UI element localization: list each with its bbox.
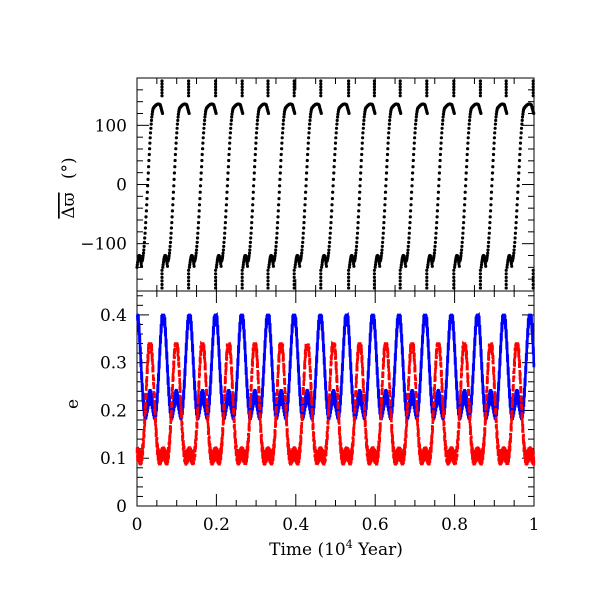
x-tick-label: 1 bbox=[529, 515, 540, 535]
x-tick-label: 0.6 bbox=[362, 515, 389, 535]
bottom-y-tick-labels: 0 0.1 0.2 0.3 0.4 bbox=[100, 306, 127, 517]
series-delta-varpi bbox=[135, 79, 536, 290]
y-tick-label: 0.1 bbox=[100, 449, 127, 469]
bottom-x-tick-labels: 0 0.2 0.4 0.6 0.8 1 bbox=[132, 515, 540, 535]
x-tick-label: 0.4 bbox=[282, 515, 309, 535]
series-e-red bbox=[135, 340, 536, 466]
x-tick-label: 0.8 bbox=[441, 515, 468, 535]
x-axis-label-post: Year) bbox=[353, 540, 403, 560]
top-y-axis-label-unit: (°) bbox=[59, 157, 79, 179]
top-series-group bbox=[135, 79, 536, 290]
top-y-axis-label-main: Δϖ bbox=[59, 192, 79, 218]
x-tick-label: 0 bbox=[132, 515, 143, 535]
y-tick-label: −100 bbox=[80, 235, 127, 255]
x-tick-label: 0.2 bbox=[203, 515, 230, 535]
x-axis-label-pre: Time (10 bbox=[269, 540, 346, 560]
bottom-y-axis-label: e bbox=[63, 399, 83, 409]
bottom-axis-ticks bbox=[136, 291, 535, 507]
bottom-series-group bbox=[135, 312, 536, 466]
x-axis-label-sup: 4 bbox=[346, 538, 353, 551]
y-tick-label: 100 bbox=[95, 116, 127, 136]
y-tick-label: 0.2 bbox=[100, 401, 127, 421]
x-axis-label: Time (104 Year) bbox=[269, 538, 403, 560]
y-tick-label: 0.4 bbox=[100, 306, 127, 326]
y-tick-label: 0 bbox=[116, 497, 127, 517]
top-y-tick-labels: −100 0 100 bbox=[80, 116, 127, 254]
top-y-axis-label: Δϖ (°) bbox=[59, 157, 79, 218]
y-tick-label: 0.3 bbox=[100, 354, 127, 374]
y-tick-label: 0 bbox=[116, 176, 127, 196]
